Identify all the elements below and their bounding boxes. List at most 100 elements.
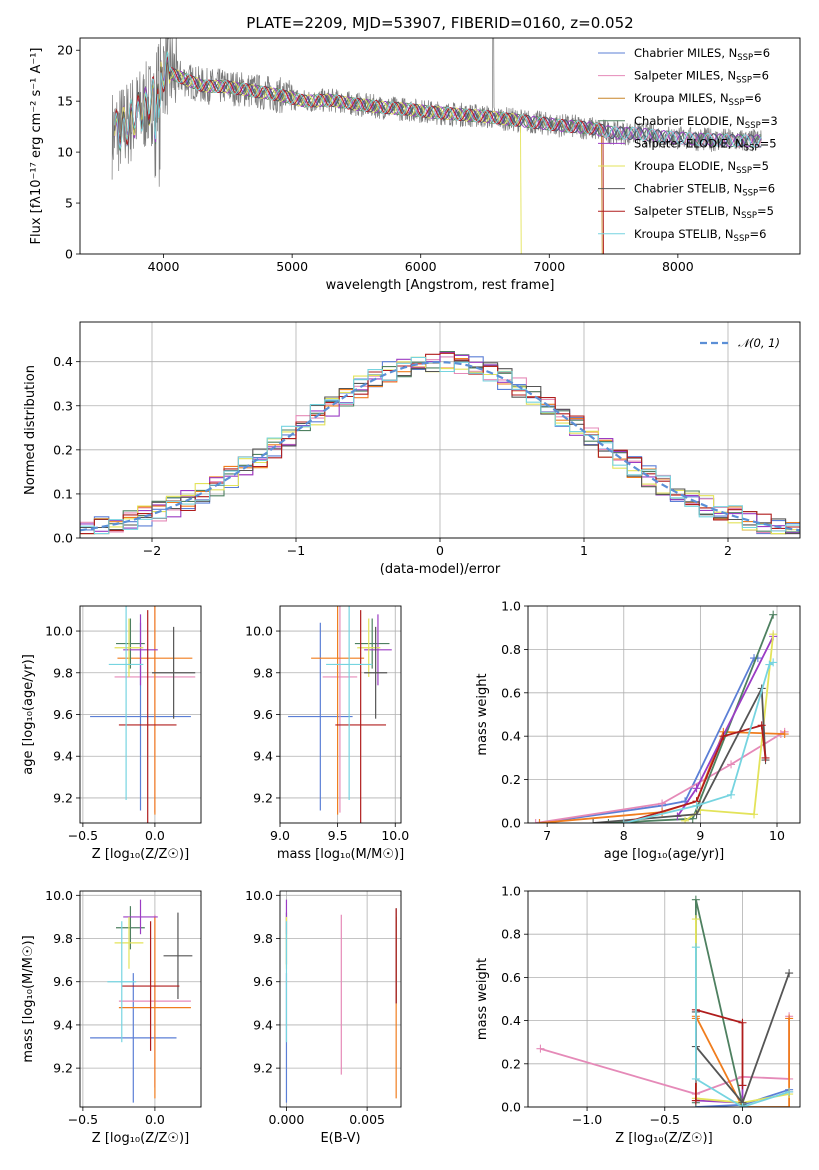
plus-marker <box>769 658 778 667</box>
x-tick-label: 5000 <box>276 259 308 274</box>
plus-marker <box>691 1096 700 1105</box>
y-tick-label: 10.0 <box>245 624 273 639</box>
x-tick-label: 0.005 <box>349 1112 385 1127</box>
x-tick-label: 9.5 <box>328 828 348 843</box>
y-tick-label: 0.1 <box>53 486 73 501</box>
plus-marker <box>785 969 794 978</box>
legend-label: Kroupa STELIB, NSSP=6 <box>634 227 766 244</box>
y-tick-label: 10.0 <box>45 624 73 639</box>
y-tick-label: 20 <box>57 43 73 58</box>
plus-marker <box>658 799 667 808</box>
residual-histogram <box>80 356 800 535</box>
axes-frame <box>279 890 402 1108</box>
x-tick-label: 7 <box>543 828 551 843</box>
plus-marker <box>738 1081 747 1090</box>
y-axis-label: Flux [fλ10⁻¹⁷ erg cm⁻² s⁻¹ A⁻¹] <box>29 48 44 245</box>
plot-area-weight_vs_Z <box>536 895 794 1107</box>
plus-marker <box>719 732 728 741</box>
x-tick-label: 9.0 <box>270 828 290 843</box>
y-tick-label: 0.3 <box>53 398 73 413</box>
y-tick-label: 9.6 <box>53 707 73 722</box>
plot-area-residuals <box>80 351 800 535</box>
y-tick-label: 15 <box>57 94 73 109</box>
x-tick-label: 0.000 <box>269 1112 305 1127</box>
plus-marker <box>750 810 759 819</box>
y-tick-label: 1.0 <box>501 884 521 899</box>
plus-marker <box>769 610 778 619</box>
y-tick-label: 1.0 <box>501 599 521 614</box>
y-axis-label: age [log₁₀(age/yr)] <box>21 654 36 775</box>
model-spectrum-line <box>114 60 762 148</box>
mass-weight-line <box>695 947 790 1107</box>
x-axis-label: wavelength [Angstrom, rest frame] <box>326 278 555 293</box>
panel-weight_vs_Z: −1.0 −0.5 0.0 0.0 0.2 0.4 0.6 0.8 1.0 Z [log₁₀(Z/… <box>475 884 801 1146</box>
legend-label: Salpeter MILES, NSSP=6 <box>634 69 769 86</box>
y-tick-label: 10.0 <box>45 888 73 903</box>
y-tick-label: 0.4 <box>501 729 521 744</box>
y-tick-label: 9.8 <box>253 931 273 946</box>
y-tick-label: 10.0 <box>245 888 273 903</box>
axes-frame <box>79 37 801 255</box>
y-tick-label: 9.4 <box>53 1017 73 1032</box>
y-tick-label: 9.8 <box>53 665 73 680</box>
x-tick-label: 8000 <box>662 259 694 274</box>
axes-frame <box>79 321 801 539</box>
x-axis-label: E(B-V) <box>320 1131 360 1146</box>
axes-frame <box>79 890 202 1108</box>
x-tick-label: −2 <box>143 543 161 558</box>
axes-frame <box>79 605 202 824</box>
plus-marker <box>589 819 598 823</box>
x-tick-label: 0.0 <box>145 1112 165 1127</box>
legend-label: Kroupa MILES, NSSP=6 <box>634 91 761 108</box>
y-tick-label: 0.0 <box>501 816 521 831</box>
y-axis-label: mass [log₁₀(M/M☉)] <box>21 935 36 1062</box>
y-axis-label: Normed distribution <box>23 365 38 495</box>
y-tick-label: 0.2 <box>501 1056 521 1071</box>
panel-spectrum: 4000 5000 6000 7000 8000 0 5 10 15 20 wavelength [… <box>29 37 801 293</box>
gaussian-reference-curve <box>80 360 800 532</box>
plus-marker <box>691 943 700 952</box>
model-spectrum-line <box>114 56 604 254</box>
y-tick-label: 0.8 <box>501 927 521 942</box>
x-tick-label: 0 <box>436 543 444 558</box>
plus-marker <box>769 630 778 639</box>
plus-marker <box>727 790 736 799</box>
legend-label: Chabrier MILES, NSSP=6 <box>634 46 770 63</box>
panel-weight_vs_age: 7 8 9 10 0.0 0.2 0.4 0.6 0.8 1.0 age [log₁₀(age/yr… <box>475 599 801 862</box>
axes-frame <box>527 605 801 824</box>
y-tick-label: 5 <box>65 196 73 211</box>
spectrum-legend: Chabrier MILES, NSSP=6 Salpeter MILES, NS… <box>598 46 778 244</box>
plus-marker <box>738 1018 747 1027</box>
model-spectrum-line <box>114 50 762 149</box>
plus-marker <box>757 721 766 730</box>
legend-label: Salpeter ELODIE, NSSP=5 <box>634 136 777 153</box>
y-tick-label: 0.8 <box>501 642 521 657</box>
plot-area-mass_vs_ebv <box>285 899 397 1103</box>
legend-label: 𝒩(0, 1) <box>738 336 780 350</box>
y-tick-label: 9.2 <box>53 1061 73 1076</box>
x-tick-label: −0.5 <box>68 1112 98 1127</box>
y-tick-label: 9.2 <box>53 790 73 805</box>
plus-marker <box>536 1044 545 1053</box>
plus-marker <box>780 730 789 739</box>
x-axis-label: Z [log₁₀(Z/Z☉)] <box>92 1131 189 1146</box>
legend-label: Kroupa ELODIE, NSSP=5 <box>634 159 769 176</box>
axes-frame <box>279 605 402 824</box>
plot-area-weight_vs_age <box>531 610 789 823</box>
y-tick-label: 9.2 <box>253 1061 273 1076</box>
legend-label: Chabrier STELIB, NSSP=6 <box>634 182 775 199</box>
x-tick-label: −1 <box>287 543 305 558</box>
y-tick-label: 0.2 <box>53 442 73 457</box>
y-tick-label: 0 <box>65 247 73 262</box>
x-axis-label: mass [log₁₀(M/M☉)] <box>277 847 404 862</box>
x-tick-label: 2 <box>724 543 732 558</box>
axes-frame <box>527 890 801 1108</box>
plus-marker <box>727 760 736 769</box>
panel-mass_vs_Z: −0.5 0.0 9.2 9.4 9.6 9.8 10.0 Z [log₁₀(Z/Z☉)] ma… <box>21 888 202 1146</box>
y-axis-label: mass weight <box>475 958 490 1040</box>
x-axis-label: Z [log₁₀(Z/Z☉)] <box>92 847 189 862</box>
panel-age_vs_Z: −0.5 0.0 9.2 9.4 9.6 9.8 10.0 Z [log₁₀(Z/Z☉)] ag… <box>21 605 202 862</box>
x-tick-label: 0.0 <box>733 1112 753 1127</box>
x-tick-label: 9 <box>696 828 704 843</box>
x-tick-label: 1 <box>580 543 588 558</box>
